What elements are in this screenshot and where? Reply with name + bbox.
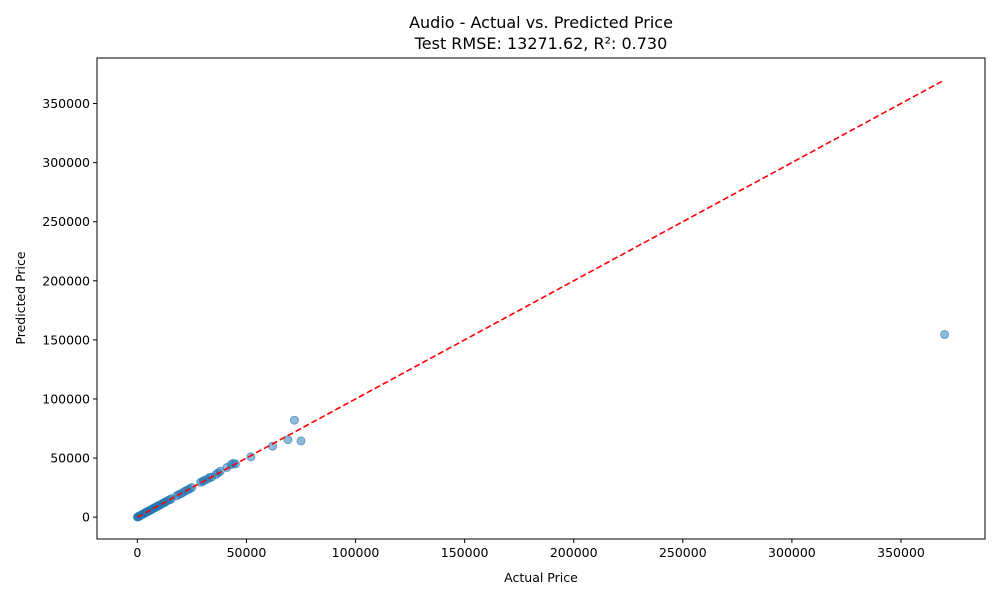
reference-line-layer (136, 79, 946, 518)
data-point (940, 330, 950, 340)
x-tick-label: 300000 (768, 545, 816, 560)
y-tick-label: 250000 (42, 214, 90, 229)
y-tick-label: 0 (82, 510, 90, 525)
data-point (296, 436, 306, 446)
y-tick-label: 200000 (42, 273, 90, 288)
y-tick-label: 150000 (42, 332, 90, 347)
y-tick-label: 50000 (50, 451, 90, 466)
plot-frame (96, 57, 986, 540)
chart-title-line1: Audio - Actual vs. Predicted Price (409, 13, 673, 32)
y-tick-label: 300000 (42, 155, 90, 170)
x-tick-label: 150000 (441, 545, 489, 560)
x-axis-label: Actual Price (504, 570, 578, 585)
y-axis-label: Predicted Price (13, 251, 28, 344)
points-layer (132, 330, 950, 522)
ideal-fit-line (136, 79, 946, 518)
x-tick-label: 250000 (659, 545, 707, 560)
x-tick-label: 100000 (332, 545, 380, 560)
y-tick-label: 350000 (42, 96, 90, 111)
data-point (187, 482, 197, 492)
x-ticks: 0 50000 100000 150000 200000 250000 300000 3500… (133, 539, 925, 560)
y-ticks: 0 50000 100000 150000 200000 250000 300000 3500… (42, 96, 97, 525)
x-tick-label: 0 (133, 545, 141, 560)
x-tick-label: 350000 (877, 545, 925, 560)
chart-title-line2: Test RMSE: 13271.62, R²: 0.730 (414, 34, 668, 53)
data-point (289, 415, 299, 425)
x-tick-label: 200000 (550, 545, 598, 560)
data-point (283, 435, 293, 445)
x-tick-label: 50000 (227, 545, 267, 560)
y-tick-label: 100000 (42, 391, 90, 406)
